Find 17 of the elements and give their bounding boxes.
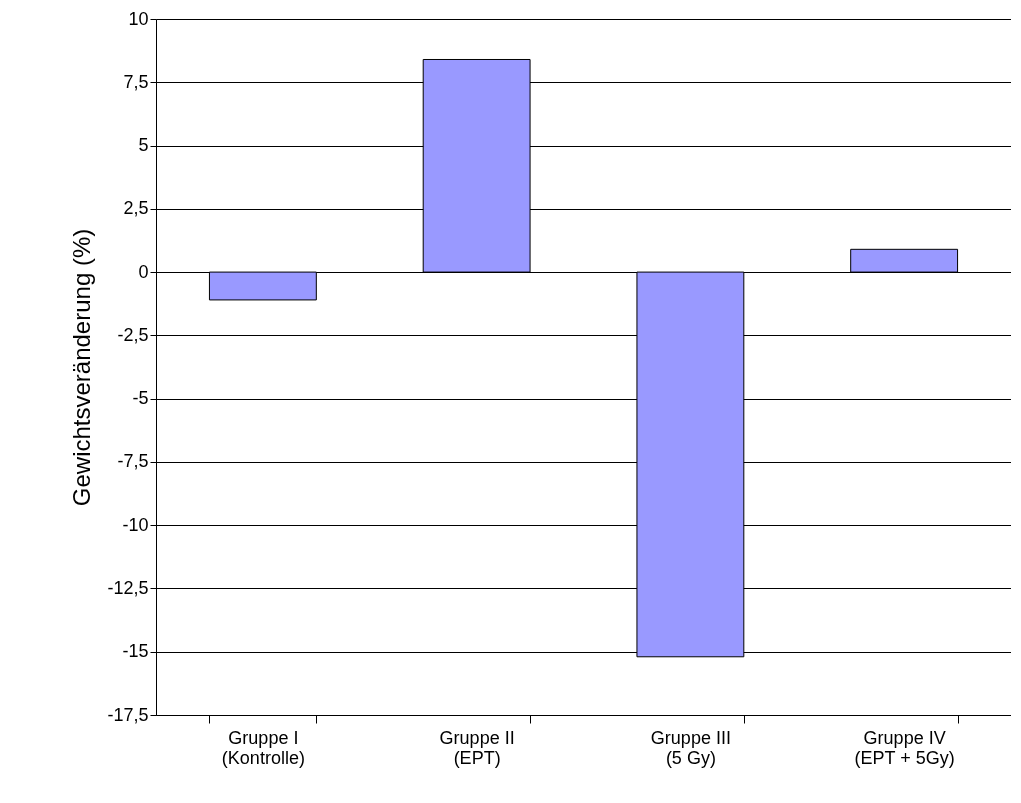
y-tick-label: -5 [132,388,149,409]
y-tick-label: -2,5 [117,324,149,345]
y-tick-label: 7,5 [123,71,149,92]
y-tick-label: -7,5 [117,451,149,472]
y-tick-label: -15 [122,641,149,662]
y-tick-label: 5 [138,135,149,156]
y-tick-label: 0 [138,261,149,282]
y-tick-label: -17,5 [107,704,149,725]
y-tick-label: -12,5 [107,577,149,598]
x-tick-label: Gruppe II (EPT) [439,727,515,768]
x-tick-label: Gruppe IV (EPT + 5Gy) [854,727,955,768]
y-tick-label: 2,5 [123,198,149,219]
x-tick-label: Gruppe I (Kontrolle) [221,727,305,768]
y-tick-label: 10 [128,8,149,29]
y-axis-title: Gewichtsveränderung (%) [68,228,96,507]
y-tick-label: -10 [122,514,149,535]
x-tick-label: Gruppe III (5 Gy) [650,727,731,768]
